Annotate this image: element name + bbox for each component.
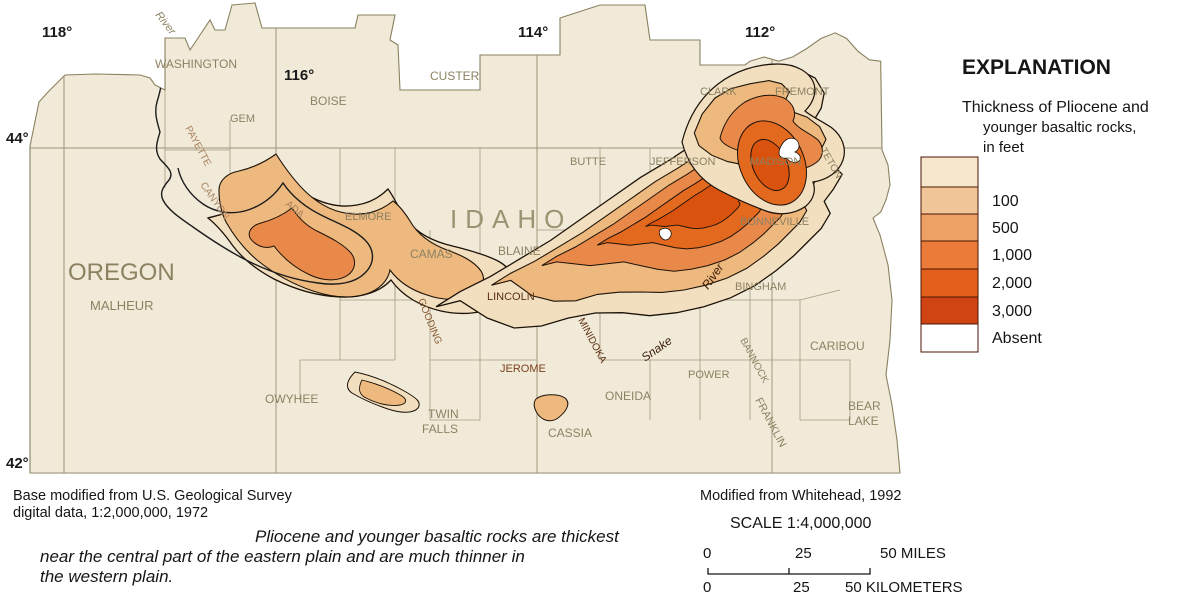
svg-text:CARIBOU: CARIBOU <box>810 339 865 353</box>
svg-text:CLARK: CLARK <box>700 86 737 98</box>
svg-text:WASHINGTON: WASHINGTON <box>155 57 237 71</box>
svg-text:OREGON: OREGON <box>68 259 175 286</box>
svg-text:GEM: GEM <box>230 113 255 125</box>
svg-text:112°: 112° <box>745 24 775 41</box>
svg-text:0: 0 <box>703 579 711 596</box>
svg-text:CAMAS: CAMAS <box>410 247 453 261</box>
svg-text:JEROME: JEROME <box>500 363 546 375</box>
svg-text:the western plain.: the western plain. <box>40 567 173 586</box>
svg-text:100: 100 <box>992 193 1019 210</box>
svg-text:CASSIA: CASSIA <box>548 426 592 440</box>
svg-text:OWYHEE: OWYHEE <box>265 392 318 406</box>
svg-text:118°: 118° <box>42 24 72 41</box>
svg-text:IDAHO: IDAHO <box>450 204 572 234</box>
svg-text:MALHEUR: MALHEUR <box>90 298 154 313</box>
svg-text:Modified from Whitehead, 1992: Modified from Whitehead, 1992 <box>700 488 902 504</box>
svg-text:1,000: 1,000 <box>992 247 1032 264</box>
svg-text:JEFFERSON: JEFFERSON <box>650 156 715 168</box>
svg-text:BUTTE: BUTTE <box>570 156 606 168</box>
svg-text:POWER: POWER <box>688 369 730 381</box>
svg-text:younger basaltic rocks,: younger basaltic rocks, <box>983 119 1136 136</box>
svg-text:FREMONT: FREMONT <box>775 86 830 98</box>
svg-text:25: 25 <box>793 579 810 596</box>
svg-text:Thickness of Pliocene and: Thickness of Pliocene and <box>962 99 1149 116</box>
svg-text:MADISON: MADISON <box>750 156 801 168</box>
svg-text:BINGHAM: BINGHAM <box>735 281 786 293</box>
svg-text:near the central part of the e: near the central part of the eastern pla… <box>40 547 525 566</box>
svg-text:in feet: in feet <box>983 139 1025 156</box>
svg-text:50 MILES: 50 MILES <box>880 545 946 562</box>
svg-text:SCALE 1:4,000,000: SCALE 1:4,000,000 <box>730 515 872 532</box>
svg-text:3,000: 3,000 <box>992 303 1032 320</box>
svg-text:114°: 114° <box>518 24 548 41</box>
svg-text:TWIN: TWIN <box>428 407 459 421</box>
svg-text:FALLS: FALLS <box>422 422 458 436</box>
svg-text:BEAR: BEAR <box>848 399 881 413</box>
svg-text:ONEIDA: ONEIDA <box>605 389 651 403</box>
svg-text:BONNEVILLE: BONNEVILLE <box>740 216 809 228</box>
svg-text:500: 500 <box>992 220 1019 237</box>
svg-text:digital data, 1:2,000,000, 197: digital data, 1:2,000,000, 1972 <box>13 505 208 521</box>
svg-text:CUSTER: CUSTER <box>430 69 480 83</box>
svg-text:EXPLANATION: EXPLANATION <box>962 56 1111 79</box>
svg-text:44°: 44° <box>6 130 29 147</box>
svg-text:BLAINE: BLAINE <box>498 244 541 258</box>
svg-text:ELMORE: ELMORE <box>345 211 391 223</box>
svg-text:Base modified from U.S. Geolog: Base modified from U.S. Geological Surve… <box>13 488 293 504</box>
svg-text:50 KILOMETERS: 50 KILOMETERS <box>845 579 963 596</box>
svg-text:25: 25 <box>795 545 812 562</box>
svg-text:BOISE: BOISE <box>310 94 347 108</box>
svg-text:Pliocene and younger basaltic: Pliocene and younger basaltic rocks are … <box>255 527 620 546</box>
svg-text:LAKE: LAKE <box>848 414 879 428</box>
svg-text:0: 0 <box>703 545 711 562</box>
svg-text:42°: 42° <box>6 455 29 472</box>
svg-text:Absent: Absent <box>992 330 1042 347</box>
svg-text:2,000: 2,000 <box>992 275 1032 292</box>
svg-text:116°: 116° <box>284 67 314 84</box>
svg-text:LINCOLN: LINCOLN <box>487 291 535 303</box>
